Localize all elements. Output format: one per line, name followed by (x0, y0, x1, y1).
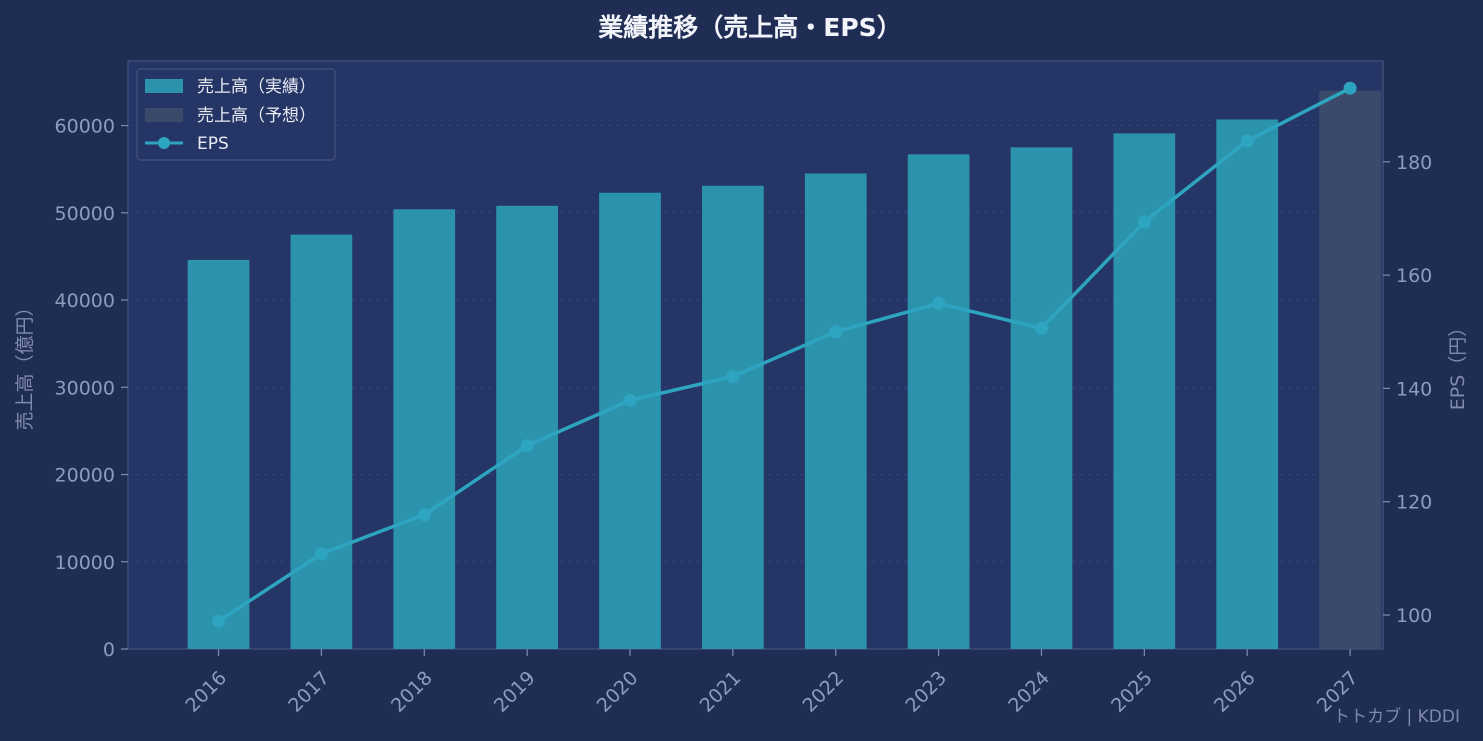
bar (496, 205, 558, 650)
y-right-tick-label: 160 (1396, 265, 1432, 287)
eps-point (1343, 81, 1357, 95)
chart-title: 業績推移（売上高・EPS） (598, 13, 901, 42)
y-left-tick-label: 10000 (55, 552, 115, 574)
y-right-tick-label: 140 (1396, 378, 1432, 400)
eps-point (932, 296, 946, 310)
eps-point (314, 547, 328, 561)
bar (1113, 133, 1176, 650)
bar (290, 234, 353, 649)
bar (393, 209, 456, 650)
legend: 売上高（実績） 売上高（予想） EPS (136, 68, 336, 161)
bar (907, 154, 970, 650)
legend-label-forecast: 売上高（予想） (197, 106, 316, 126)
legend-swatch-forecast (145, 108, 183, 122)
eps-point (1034, 321, 1048, 335)
bar-series (187, 90, 1381, 650)
eps-point (1240, 134, 1254, 148)
eps-point (829, 325, 843, 339)
y-left-tick-label: 30000 (55, 377, 115, 399)
y-right-tick-label: 120 (1396, 492, 1432, 514)
eps-point (623, 393, 637, 407)
y-right-tick-label: 100 (1396, 605, 1432, 627)
y-left-tick-label: 50000 (55, 203, 115, 225)
y-axis-left-label: 売上高（億円） (14, 297, 36, 430)
bar (599, 192, 661, 649)
legend-swatch-actual (145, 79, 183, 93)
bar (702, 185, 764, 649)
y-left-tick-label: 20000 (55, 465, 115, 487)
y-left-tick-label: 60000 (55, 116, 115, 138)
y-left-tick-label: 0 (103, 639, 115, 661)
y-left-tick-label: 40000 (55, 290, 115, 312)
y-axis-right-label: EPS（円） (1447, 318, 1469, 411)
y-right-tick-label: 180 (1396, 152, 1432, 174)
bar (1010, 147, 1073, 649)
legend-swatch-eps-marker (158, 137, 170, 149)
eps-point (520, 439, 534, 453)
bar (1216, 119, 1279, 649)
legend-box (136, 68, 336, 161)
eps-point (726, 370, 740, 384)
legend-label-actual: 売上高（実績） (197, 77, 316, 97)
eps-point (1137, 215, 1151, 229)
bar (187, 259, 250, 649)
bar (1319, 90, 1381, 649)
legend-label-eps: EPS (197, 134, 229, 154)
eps-line-series (212, 81, 1357, 628)
eps-point (212, 614, 226, 628)
eps-point (417, 508, 431, 522)
watermark: トトカブ | KDDI (1333, 706, 1460, 727)
eps-line (217, 86, 1351, 623)
bar (804, 173, 867, 650)
